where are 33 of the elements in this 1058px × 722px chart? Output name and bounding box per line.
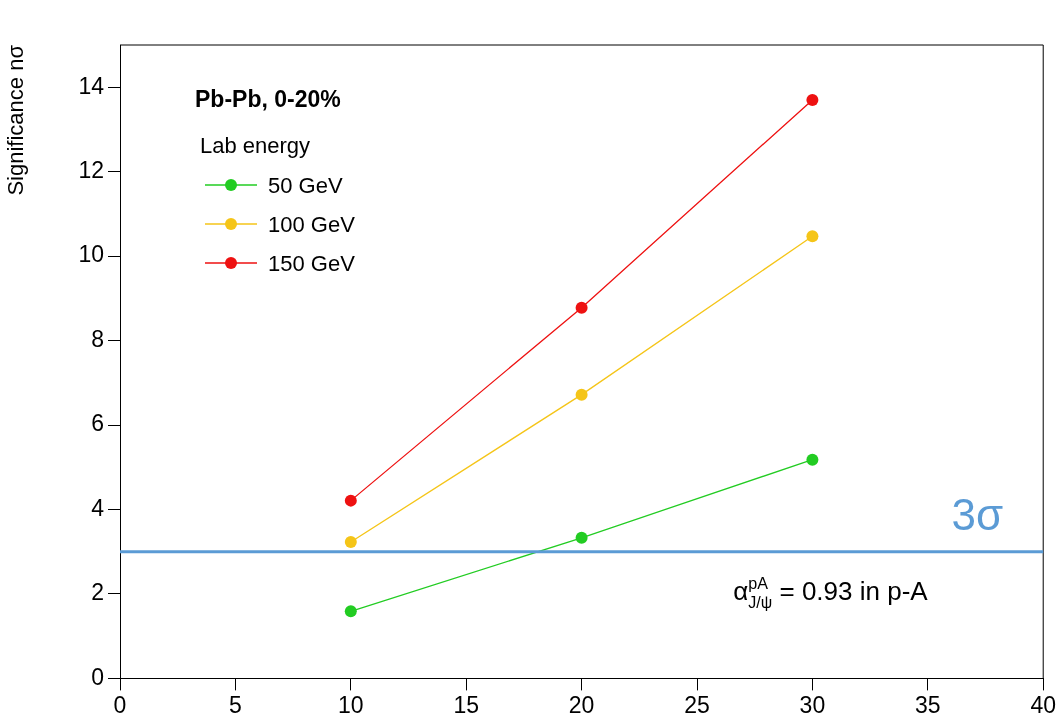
x-tick-label: 40: [1030, 691, 1057, 718]
x-tick-label: 35: [915, 691, 941, 718]
legend-label: 150 GeV: [268, 251, 356, 276]
y-tick-label: 10: [78, 241, 104, 268]
legend-label: 50 GeV: [268, 173, 343, 198]
y-tick-label: 2: [91, 579, 104, 606]
point: [575, 301, 588, 314]
point: [344, 494, 357, 507]
x-tick-label: 20: [568, 691, 595, 718]
y-tick-label: 0: [91, 663, 104, 690]
point: [575, 388, 588, 401]
y-tick-label: 6: [91, 410, 104, 437]
x-tick-label: 15: [453, 691, 479, 718]
text: Pb-Pb, 0-20%: [195, 86, 341, 112]
point: [806, 93, 819, 106]
y-tick-label: 14: [78, 72, 105, 99]
point: [806, 453, 819, 466]
y-axis-title: Significance nσ: [3, 44, 29, 196]
legend-label: 100 GeV: [268, 212, 356, 237]
y-tick-label: 4: [91, 494, 105, 521]
legend-title: Lab energy: [200, 133, 311, 158]
x-tick-label: 0: [113, 691, 127, 718]
point: [806, 230, 819, 243]
x-tick-label: 10: [338, 691, 364, 718]
point: [344, 605, 357, 618]
ref-line-label: 3σ: [951, 489, 1004, 539]
point: [575, 531, 588, 544]
y-tick-label: 12: [78, 157, 104, 184]
x-tick-label: 25: [684, 691, 710, 718]
y-tick-label: 8: [91, 325, 104, 352]
point: [344, 536, 357, 549]
x-tick-label: 30: [799, 691, 826, 718]
x-tick-label: 5: [229, 691, 242, 718]
